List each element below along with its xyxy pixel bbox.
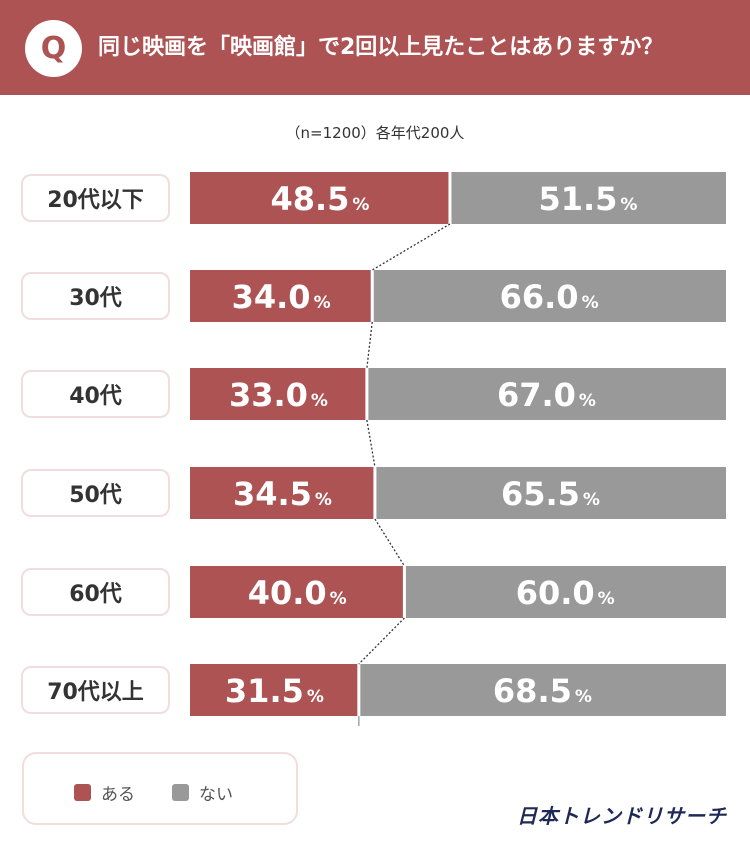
category-label: 70代以上 — [21, 666, 170, 714]
legend-item-yes: ある — [74, 780, 135, 805]
bar-no — [405, 566, 726, 618]
legend-swatch-yes — [74, 784, 91, 801]
bar-no — [376, 467, 726, 519]
data-label-yes: 31.5% — [225, 672, 324, 710]
data-label-yes: 33.0% — [229, 376, 328, 414]
brand-logo: 日本トレンドリサーチ — [517, 804, 727, 828]
data-label-no: 60.0% — [516, 574, 615, 612]
category-label: 60代 — [21, 568, 170, 616]
connector-line — [371, 223, 451, 271]
category-label: 40代 — [21, 370, 170, 418]
bar-yes — [190, 172, 449, 224]
legend: ある ない — [22, 752, 298, 825]
connector-line — [358, 617, 405, 665]
bar-yes — [190, 467, 374, 519]
data-label-yes: 34.5% — [233, 475, 332, 513]
bar-yes — [190, 566, 403, 618]
bar-yes — [190, 368, 366, 420]
data-label-yes: 34.0% — [232, 278, 331, 316]
question-badge: Q — [25, 20, 82, 77]
data-label-yes: 48.5% — [270, 180, 369, 218]
connector-line — [366, 419, 376, 468]
category-label: 20代以下 — [21, 174, 170, 222]
category-label: 50代 — [21, 469, 170, 517]
legend-swatch-no — [172, 784, 189, 801]
bar-yes — [190, 270, 371, 322]
data-label-no: 66.0% — [500, 278, 599, 316]
bar-no — [373, 270, 726, 322]
bar-yes — [190, 664, 358, 716]
legend-item-no: ない — [172, 780, 233, 805]
data-label-no: 68.5% — [493, 672, 592, 710]
legend-label-no: ない — [199, 785, 233, 805]
data-label-no: 51.5% — [538, 180, 637, 218]
bar-no — [360, 664, 726, 716]
legend-label-yes: ある — [101, 785, 135, 805]
question-text: 同じ映画を「映画館」で2回以上見たことはありますか？ — [98, 35, 664, 60]
data-label-yes: 40.0% — [248, 574, 347, 612]
header-banner: Q 同じ映画を「映画館」で2回以上見たことはありますか？ — [0, 0, 750, 95]
bar-no — [368, 368, 726, 420]
data-label-no: 67.0% — [497, 376, 596, 414]
bar-no — [451, 172, 726, 224]
category-label: 30代 — [21, 272, 170, 320]
data-label-no: 65.5% — [501, 475, 600, 513]
sample-note: （n=1200）各年代200人 — [285, 124, 465, 142]
connector-line — [374, 518, 405, 567]
connector-line — [366, 321, 373, 369]
